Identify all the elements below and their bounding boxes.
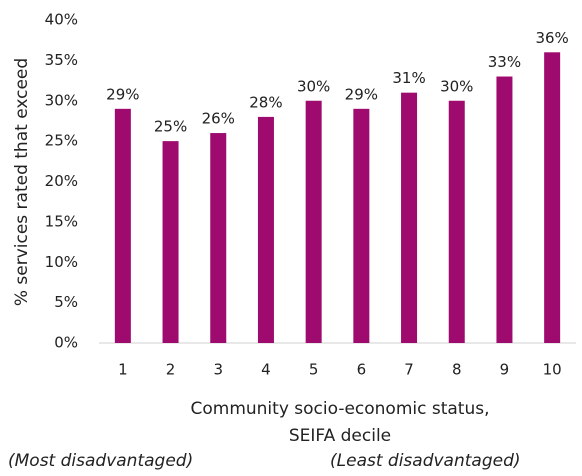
bar (544, 52, 561, 344)
x-tick-label: 5 (309, 361, 319, 379)
data-label: 36% (535, 29, 568, 47)
bar (162, 141, 179, 343)
x-tick-label: 3 (213, 361, 223, 379)
x-tick-label: 8 (452, 361, 462, 379)
x-tick-label: 1 (118, 361, 128, 379)
data-label: 33% (488, 53, 521, 71)
x-tick-label: 2 (166, 361, 176, 379)
y-tick-label: 40% (45, 11, 78, 29)
bar (353, 108, 370, 343)
y-tick-label: 5% (54, 293, 78, 311)
y-tick-label: 30% (45, 91, 78, 109)
bar (257, 116, 274, 344)
bar (210, 133, 227, 343)
data-label: 28% (249, 93, 282, 111)
y-tick-label: 20% (45, 172, 78, 190)
x-tick-label: 7 (404, 361, 414, 379)
x-tick-label: 10 (543, 361, 562, 379)
y-axis-title: % services rated that exceed (12, 58, 32, 306)
bar (496, 76, 513, 344)
data-label: 29% (106, 85, 139, 103)
bar (114, 108, 131, 343)
x-tick-label: 4 (261, 361, 271, 379)
x-axis-title: Community socio-economic status, SEIFA d… (190, 399, 490, 446)
y-tick-label: 0% (54, 334, 78, 352)
annotation: (Least disadvantaged) (330, 451, 521, 471)
annotation: (Most disadvantaged) (8, 451, 194, 471)
bar (305, 100, 322, 343)
bar (401, 92, 418, 343)
data-label: 31% (392, 69, 425, 87)
x-tick-label: 9 (500, 361, 510, 379)
y-tick-label: 10% (45, 253, 78, 271)
x-tick-label: 6 (357, 361, 367, 379)
y-tick-label: 35% (45, 51, 78, 69)
y-tick-label: 25% (45, 132, 78, 150)
data-label: 29% (345, 85, 378, 103)
data-label: 26% (202, 110, 235, 128)
data-label: 30% (297, 77, 330, 95)
data-label: 30% (440, 77, 473, 95)
data-label: 25% (154, 118, 187, 136)
y-tick-label: 15% (45, 212, 78, 230)
bar (448, 100, 465, 343)
